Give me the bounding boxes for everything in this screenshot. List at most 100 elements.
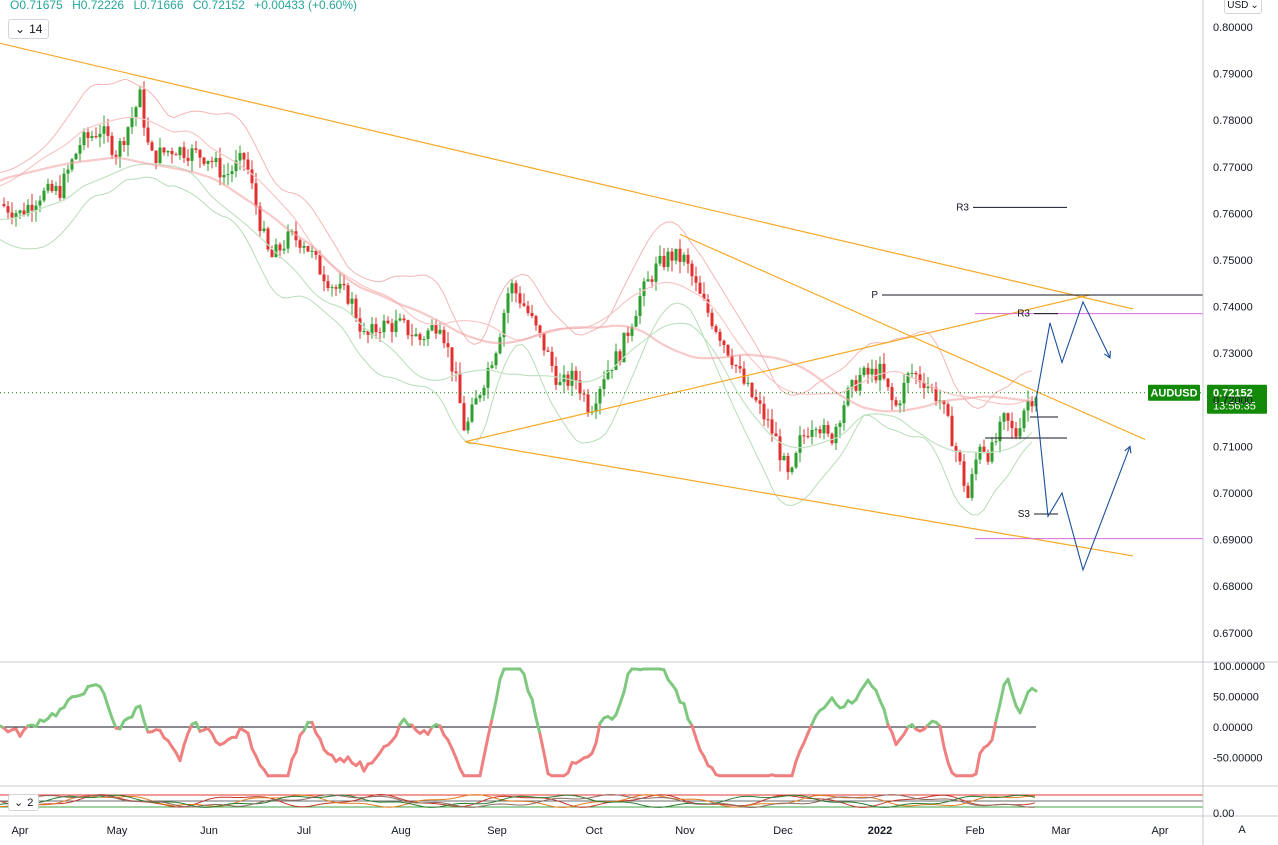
candle-body [686, 254, 690, 264]
candle-body [882, 363, 886, 379]
candle-body [18, 210, 22, 214]
oscillator-segment [102, 692, 110, 708]
candle-body [414, 334, 418, 337]
candle-body [670, 251, 674, 261]
candle-body [1026, 401, 1030, 411]
price-tick-label: 0.78000 [1213, 115, 1253, 127]
oscillator-segment [882, 707, 890, 727]
candle-body [318, 254, 322, 275]
oscillator-segment [234, 727, 242, 739]
candle-body [10, 212, 14, 218]
candle-body [786, 456, 790, 473]
candle-body [978, 446, 982, 460]
candle-body [390, 323, 394, 332]
oscillator-segment [478, 754, 486, 778]
time-tick-label: Aug [391, 825, 411, 837]
candle-body [842, 405, 846, 424]
candle-body [922, 381, 926, 389]
candle-body [406, 320, 410, 336]
time-tick-label: May [107, 825, 128, 837]
oscillator-segment [1006, 677, 1014, 695]
trend-line [464, 294, 1091, 443]
candle-body [890, 386, 894, 401]
candle-body [646, 279, 650, 282]
candle-body [22, 210, 26, 215]
auto-scale-button[interactable]: A [1233, 822, 1251, 838]
candle-body [550, 351, 554, 366]
candle-body [538, 325, 542, 334]
oscillator-segment [590, 741, 598, 755]
oscillator-segment [106, 704, 114, 720]
oscillator-segment [790, 759, 798, 778]
candle-body [250, 169, 254, 184]
candle-body [426, 330, 430, 340]
oscillator-segment [618, 690, 626, 706]
candle-body [726, 344, 730, 356]
pane2-series [0, 793, 1035, 809]
currency-selector[interactable]: USD ⌄ [1224, 0, 1262, 14]
candle-body [894, 400, 898, 406]
candle-body [694, 276, 698, 283]
oscillator-segment [1030, 686, 1038, 693]
oscillator-pane[interactable] [0, 667, 1038, 778]
candle-body [794, 452, 798, 468]
candle-body [210, 160, 214, 163]
candle-body [970, 474, 974, 498]
candle-body [6, 206, 10, 213]
price-tick-label: 0.72000 [1213, 395, 1253, 407]
candle-body [450, 347, 454, 372]
oscillator-segment [566, 761, 574, 775]
change-value: +0.00433 (+0.60%) [254, 0, 357, 12]
candle-body [1002, 413, 1006, 422]
oscillator-segment [526, 689, 534, 701]
pane2-series [0, 794, 1036, 808]
candle-body [398, 318, 402, 321]
time-tick-label: Dec [773, 825, 793, 837]
pane2-toggle[interactable]: ⌄ 2 [8, 794, 40, 811]
time-tick-label: Apr [11, 825, 28, 837]
candle-body [354, 298, 358, 319]
candle-body [182, 147, 186, 158]
candle-body [70, 159, 74, 170]
oscillator-segment [294, 733, 302, 754]
pivot-s3-label: S3 [1018, 509, 1031, 520]
candle-body [906, 373, 910, 383]
candle-body [626, 332, 630, 336]
oscillator-segment [182, 731, 190, 747]
pane2-label: 2 [27, 796, 34, 809]
secondary-pane[interactable] [0, 793, 1203, 809]
price-badge [1207, 384, 1267, 414]
oscillator-segment [594, 721, 602, 745]
candle-body [814, 429, 818, 431]
candle-body [314, 250, 318, 255]
candle-body [62, 173, 66, 198]
candle-body [542, 333, 546, 351]
candle-body [618, 351, 622, 363]
candle-body [214, 158, 218, 163]
candle-body [230, 171, 234, 175]
candle-body [2, 204, 6, 207]
price-tick-label: 0.77000 [1213, 162, 1253, 174]
candle-body [98, 133, 102, 138]
candle-body [638, 296, 642, 317]
candle-body [490, 365, 494, 368]
candle-body [678, 248, 682, 262]
candle-body [1018, 428, 1022, 437]
interval-toggle[interactable]: ⌄ 14 [8, 19, 50, 39]
candle-body [110, 135, 114, 155]
oscillator-segment [446, 738, 454, 750]
candle-body [94, 136, 98, 138]
candle-body [782, 456, 786, 461]
candle-body [394, 320, 398, 332]
candle-body [986, 451, 990, 462]
candle-body [870, 368, 874, 375]
candle-body [322, 274, 326, 282]
oscillator-segment [878, 699, 886, 711]
candle-body [466, 421, 470, 431]
oscillator-segment [110, 716, 118, 730]
candle-body [526, 305, 530, 313]
countdown-value: 13:56:35 [1213, 401, 1256, 413]
